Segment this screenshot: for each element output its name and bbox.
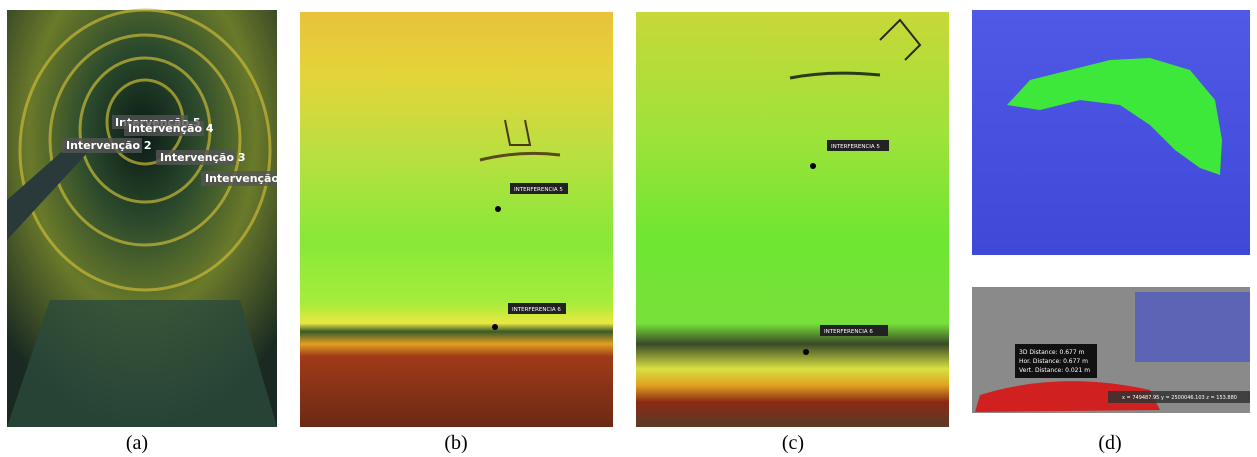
label: 3D Distance: 0.677 m: [1019, 349, 1085, 356]
label: INTERFERENCIA 6: [512, 307, 561, 313]
panel-b: INTERFERENCIA 5 INTERFERENCIA 6 (b): [300, 12, 613, 454]
floor: [7, 300, 277, 427]
label: Intervenção 3: [160, 151, 246, 164]
label: Intervenção 1: [205, 172, 291, 185]
panel-d: 3D Distance: 0.677 m Hor. Distance: 0.67…: [972, 10, 1250, 454]
panel-c: INTERFERENCIA 5 INTERFERENCIA 6 (c): [636, 12, 949, 454]
figure: Intervenção 5 Intervenção 4 Intervenção …: [0, 0, 1257, 457]
label: INTERFERENCIA 6: [824, 329, 873, 335]
scan-image: [636, 12, 949, 427]
label: Vert. Distance: 0.021 m: [1019, 367, 1090, 374]
caption: (b): [444, 432, 467, 454]
label: Hor. Distance: 0.677 m: [1019, 358, 1088, 365]
label: Intervenção 4: [128, 122, 214, 135]
caption: (c): [782, 432, 804, 454]
caption: (a): [126, 432, 148, 454]
panel-a: Intervenção 5 Intervenção 4 Intervenção …: [7, 10, 291, 454]
label: INTERFERENCIA 5: [831, 144, 880, 150]
label: INTERFERENCIA 5: [514, 187, 563, 193]
caption: (d): [1098, 432, 1121, 454]
label: Intervenção 2: [66, 139, 152, 152]
scan-image: [300, 12, 613, 427]
label: x = 749487.95 y = 2500046.103 z = 153.88…: [1122, 395, 1237, 401]
